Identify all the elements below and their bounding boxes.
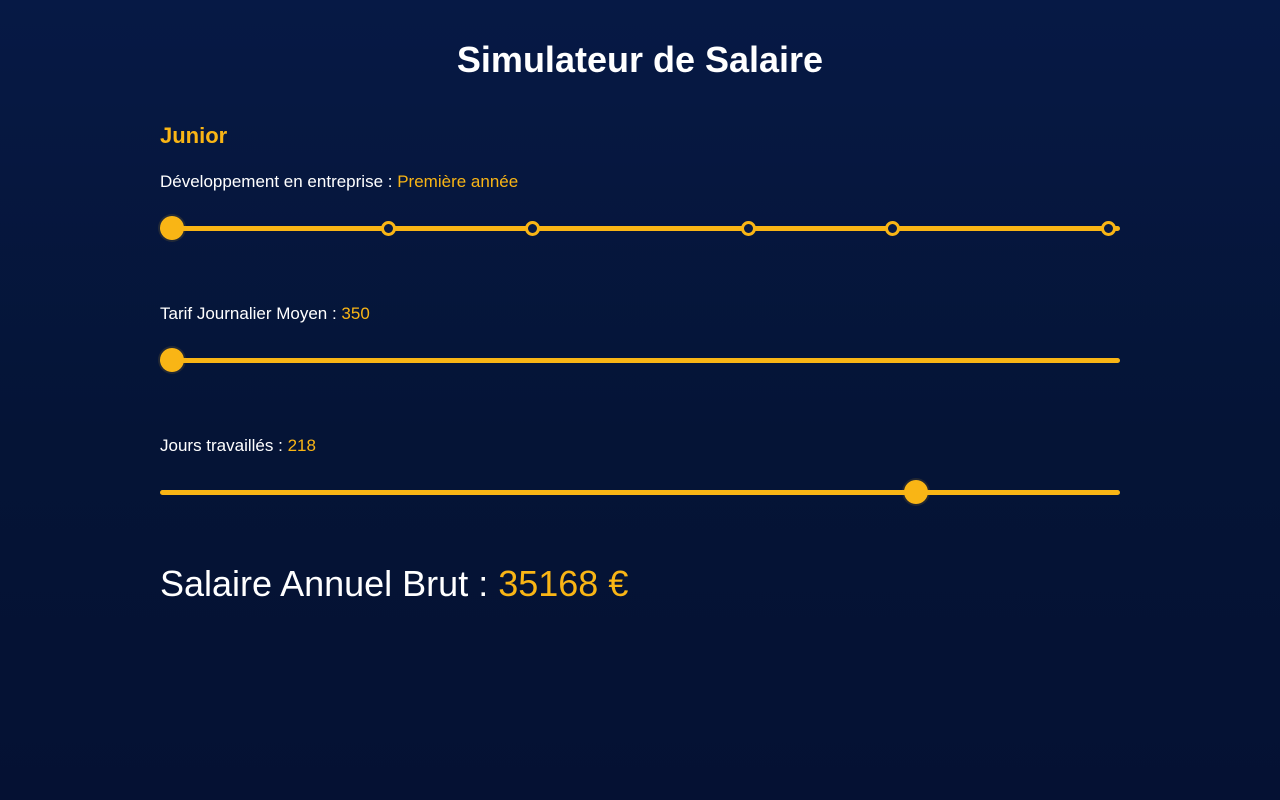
- experience-step-mark[interactable]: [1100, 220, 1116, 236]
- experience-slider-thumb[interactable]: [160, 216, 184, 240]
- daily-rate-value: 350: [341, 304, 370, 323]
- days-worked-slider-track[interactable]: [160, 489, 1120, 495]
- annual-salary-amount: 35168 €: [498, 563, 629, 604]
- daily-rate-label: Tarif Journalier Moyen : 350: [160, 303, 370, 325]
- level-title: Junior: [160, 123, 228, 148]
- days-worked-label: Jours travaillés : 218: [160, 435, 316, 457]
- experience-slider-track[interactable]: [160, 225, 1120, 231]
- daily-rate-slider-track[interactable]: [160, 357, 1120, 363]
- annual-salary-result: Salaire Annuel Brut : 35168 €: [160, 562, 628, 606]
- experience-slider[interactable]: [160, 213, 1120, 243]
- experience-step-mark[interactable]: [884, 220, 900, 236]
- days-worked-slider-thumb[interactable]: [904, 480, 928, 504]
- page-title: Simulateur de Salaire: [456, 39, 824, 80]
- experience-step-mark[interactable]: [740, 220, 756, 236]
- experience-label: Développement en entreprise : Première a…: [160, 171, 518, 193]
- daily-rate-label-text: Tarif Journalier Moyen :: [160, 304, 337, 323]
- experience-value: Première année: [397, 172, 519, 191]
- experience-label-text: Développement en entreprise :: [160, 172, 393, 191]
- days-worked-slider[interactable]: [160, 477, 1120, 507]
- daily-rate-slider-thumb[interactable]: [160, 348, 184, 372]
- daily-rate-slider[interactable]: [160, 345, 1120, 375]
- days-worked-label-text: Jours travaillés :: [160, 436, 283, 455]
- annual-salary-label: Salaire Annuel Brut :: [160, 563, 489, 604]
- experience-step-mark[interactable]: [524, 220, 540, 236]
- days-worked-value: 218: [287, 436, 316, 455]
- experience-step-mark[interactable]: [380, 220, 396, 236]
